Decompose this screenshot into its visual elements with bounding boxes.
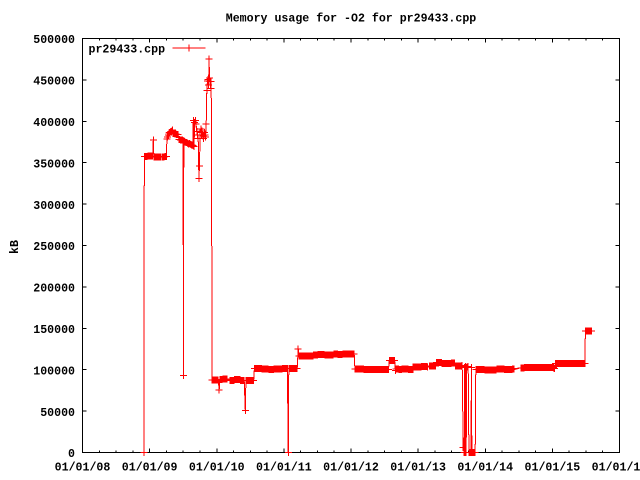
svg-text:500000: 500000	[33, 34, 75, 47]
svg-text:50000: 50000	[40, 407, 75, 420]
svg-text:200000: 200000	[33, 283, 75, 296]
svg-text:01/01/08: 01/01/08	[55, 462, 111, 475]
svg-text:01/01/14: 01/01/14	[457, 462, 513, 475]
svg-text:01/01/16: 01/01/16	[592, 462, 640, 475]
svg-text:350000: 350000	[33, 158, 75, 171]
svg-text:01/01/11: 01/01/11	[256, 462, 312, 475]
svg-text:100000: 100000	[33, 365, 75, 378]
svg-text:450000: 450000	[33, 76, 75, 89]
svg-text:01/01/15: 01/01/15	[525, 462, 581, 475]
svg-text:pr29433.cpp: pr29433.cpp	[89, 43, 166, 56]
svg-text:400000: 400000	[33, 117, 75, 130]
svg-text:01/01/12: 01/01/12	[323, 462, 379, 475]
svg-text:Memory usage for -O2 for pr294: Memory usage for -O2 for pr29433.cpp	[226, 13, 477, 26]
svg-text:01/01/13: 01/01/13	[390, 462, 446, 475]
svg-text:150000: 150000	[33, 324, 75, 337]
svg-text:250000: 250000	[33, 241, 75, 254]
svg-text:300000: 300000	[33, 200, 75, 213]
svg-text:0: 0	[68, 448, 75, 461]
svg-text:01/01/10: 01/01/10	[189, 462, 245, 475]
svg-text:kB: kB	[9, 240, 22, 254]
svg-text:01/01/09: 01/01/09	[122, 462, 178, 475]
